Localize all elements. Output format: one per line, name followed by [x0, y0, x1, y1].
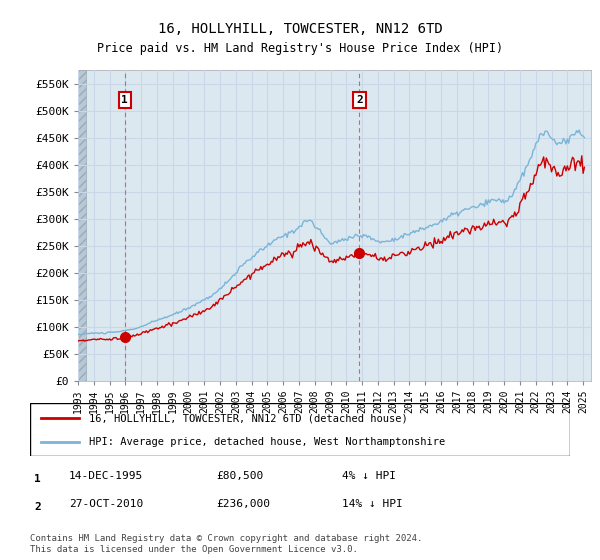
Text: 16, HOLLYHILL, TOWCESTER, NN12 6TD (detached house): 16, HOLLYHILL, TOWCESTER, NN12 6TD (deta…: [89, 413, 408, 423]
Text: 1: 1: [34, 474, 41, 484]
Text: Price paid vs. HM Land Registry's House Price Index (HPI): Price paid vs. HM Land Registry's House …: [97, 42, 503, 55]
Text: HPI: Average price, detached house, West Northamptonshire: HPI: Average price, detached house, West…: [89, 436, 446, 446]
Text: 16, HOLLYHILL, TOWCESTER, NN12 6TD: 16, HOLLYHILL, TOWCESTER, NN12 6TD: [158, 22, 442, 36]
Text: 1: 1: [121, 95, 128, 105]
Text: £236,000: £236,000: [216, 499, 270, 509]
Text: 2: 2: [356, 95, 363, 105]
Text: Contains HM Land Registry data © Crown copyright and database right 2024.
This d: Contains HM Land Registry data © Crown c…: [30, 534, 422, 554]
Text: 4% ↓ HPI: 4% ↓ HPI: [342, 471, 396, 481]
Text: 2: 2: [34, 502, 41, 512]
Text: 14% ↓ HPI: 14% ↓ HPI: [342, 499, 403, 509]
Text: 27-OCT-2010: 27-OCT-2010: [69, 499, 143, 509]
Text: 14-DEC-1995: 14-DEC-1995: [69, 471, 143, 481]
Text: £80,500: £80,500: [216, 471, 263, 481]
Polygon shape: [78, 70, 86, 381]
